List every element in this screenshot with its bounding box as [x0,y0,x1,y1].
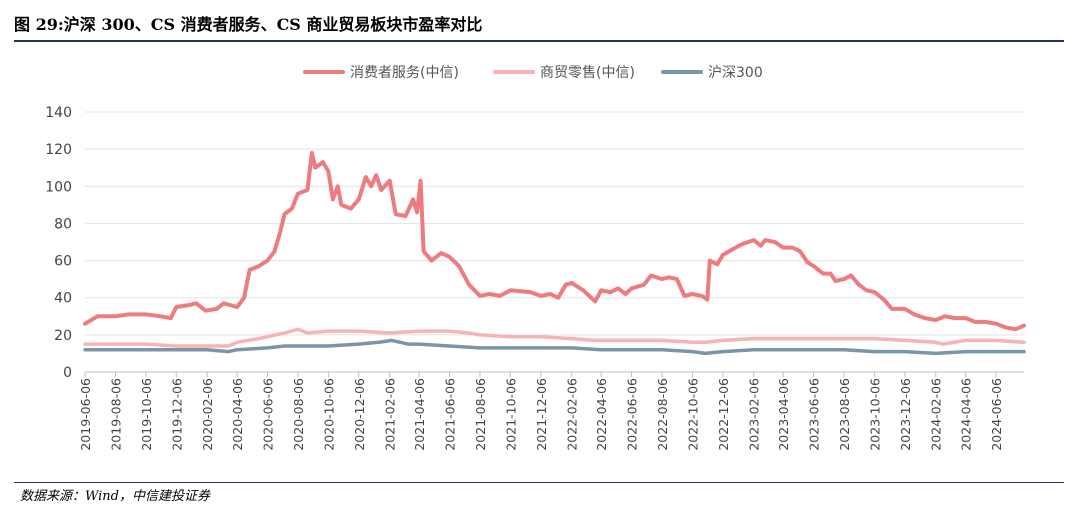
x-tick-label: 2023-06-06 [807,378,822,451]
x-tick-label: 2021-12-06 [534,378,549,451]
x-tick-label: 2023-08-06 [837,378,852,451]
y-tick-label: 60 [54,254,72,270]
y-tick-label: 0 [63,365,72,381]
x-tick-label: 2019-06-06 [78,378,93,451]
x-tick-label: 2023-12-06 [898,378,913,451]
legend-label-2: 沪深300 [708,65,763,81]
title-rule [14,40,1064,42]
x-tick-label: 2021-02-06 [383,378,398,451]
legend-label-0: 消费者服务(中信) [350,65,459,81]
x-tick-label: 2019-12-06 [169,378,184,451]
y-tick-label: 80 [54,216,72,232]
x-tick-label: 2020-04-06 [230,378,245,451]
x-tick-label: 2021-06-06 [443,378,458,451]
x-tick-label: 2024-06-06 [989,378,1004,451]
x-tick-label: 2022-06-06 [625,378,640,451]
x-tick-label: 2020-12-06 [352,378,367,451]
y-tick-label: 140 [45,105,72,121]
x-tick-label: 2022-10-06 [685,378,700,451]
x-tick-label: 2020-08-06 [291,378,306,451]
source-note: 数据来源：Wind，中信建投证券 [20,489,210,504]
y-tick-label: 40 [54,291,72,307]
x-tick-label: 2023-02-06 [747,378,762,451]
x-tick-label: 2024-02-06 [929,378,944,451]
x-tick-label: 2021-08-06 [473,378,488,451]
x-tick-label: 2022-02-06 [565,378,580,451]
series-line-1 [83,327,1026,348]
x-tick-label: 2023-04-06 [776,378,791,451]
x-tick-label: 2020-06-06 [261,378,276,451]
series-line-2 [83,338,1026,356]
x-tick-label: 2023-10-06 [867,378,882,451]
x-tick-label: 2022-04-06 [594,378,609,451]
source-rule [14,482,1064,483]
x-tick-label: 2020-10-06 [321,378,336,451]
series-line-0 [83,150,1026,332]
x-tick-label: 2020-02-06 [200,378,215,451]
x-tick-label: 2019-10-06 [139,378,154,451]
figure-title: 图 29:沪深 300、CS 消费者服务、CS 商业贸易板块市盈率对比 [14,15,483,34]
x-tick-label: 2022-12-06 [716,378,731,451]
x-tick-label: 2021-04-06 [412,378,427,451]
y-tick-label: 20 [54,328,72,344]
legend-label-1: 商贸零售(中信) [540,65,635,81]
x-tick-label: 2021-10-06 [503,378,518,451]
y-tick-label: 120 [45,142,72,158]
x-tick-label: 2022-08-06 [655,378,670,451]
x-tick-label: 2019-08-06 [108,378,123,451]
x-tick-label: 2024-04-06 [959,378,974,451]
y-tick-label: 100 [45,179,72,195]
